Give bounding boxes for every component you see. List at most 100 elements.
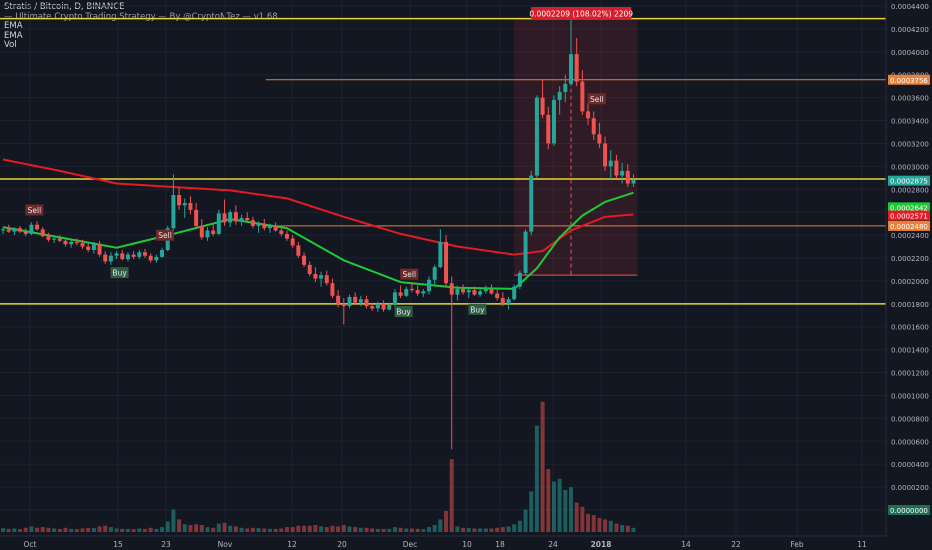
price-badge [888, 210, 930, 221]
volume-bar [500, 527, 505, 532]
candle-body [603, 143, 608, 167]
price-badge-text: 0.0002480 [890, 223, 928, 231]
candle-body [143, 252, 147, 256]
candle-body [262, 223, 267, 229]
time-tick-label: Nov [218, 540, 233, 549]
volume-bar [86, 527, 91, 532]
volume-bar [262, 528, 267, 532]
volume-bar [330, 525, 335, 532]
candle-body [483, 288, 488, 292]
time-tick-label: 2018 [591, 540, 612, 549]
volume-bar [398, 527, 403, 532]
volume-bar [256, 528, 261, 532]
volume-bar [409, 528, 414, 532]
candle-body [551, 99, 556, 144]
volume-bar [279, 528, 284, 532]
ema-slow-line [2, 158, 634, 256]
volume-bar [603, 519, 608, 532]
volume-bar [171, 509, 176, 532]
price-badge-text: 0.0002875 [890, 178, 928, 186]
legend-ema-fast[interactable]: EMA [4, 21, 23, 31]
candle-body [353, 296, 358, 303]
volume-bar [569, 487, 573, 532]
volume-bar [57, 528, 62, 532]
volume-bar [483, 528, 488, 532]
legend-symbol[interactable]: Stratis / Bitcoin, D, BINANCE [4, 2, 125, 12]
candle-body [455, 288, 460, 295]
price-axis[interactable] [886, 0, 932, 550]
price-badge-text: 0.0002642 [890, 204, 928, 212]
volume-bar [563, 490, 568, 532]
candle-body [12, 228, 17, 232]
volume-bar [182, 524, 187, 532]
volume-bar [427, 527, 431, 532]
volume-bar [319, 526, 324, 532]
candle-body [614, 160, 619, 176]
candle-body [97, 244, 102, 255]
candle-body [63, 240, 68, 245]
candle-body [591, 118, 596, 135]
volume-bar [551, 481, 556, 532]
candle-body [245, 217, 250, 221]
time-tick-label: 14 [681, 540, 691, 549]
sell-signal-box [156, 229, 175, 241]
candle-body [91, 244, 96, 250]
volume-bar [455, 526, 460, 532]
legend-ema-slow[interactable]: EMA [4, 30, 23, 41]
volume-bar [375, 528, 380, 532]
measure-label-text: 0.0002209 (108.02%) 2209 [529, 10, 633, 19]
price-tick-label: 0.0002000 [891, 278, 929, 286]
candle-body [404, 288, 409, 296]
candle-body [529, 175, 534, 232]
candle-body [557, 91, 562, 100]
volume-bar [517, 520, 522, 532]
sell-signal-box [587, 93, 606, 105]
volume-bar [364, 527, 369, 532]
candle-body [194, 209, 199, 226]
volume-bar [23, 527, 28, 532]
candle-body [358, 299, 363, 303]
volume-bar [91, 528, 96, 532]
volume-bar [103, 525, 108, 532]
time-tick-label: 15 [113, 540, 123, 549]
price-tick-label: 0.0002400 [891, 232, 929, 240]
price-tick-label: 0.0000200 [891, 484, 929, 492]
price-tick-label: 0.0003200 [891, 140, 929, 148]
volume-bar [188, 525, 193, 532]
legend-strategy[interactable]: — Ultimate Crypto Trading Strategy — By … [4, 11, 278, 22]
time-tick-label: Feb [790, 540, 804, 549]
price-tick-label: 0.0004000 [891, 49, 929, 57]
buy-signal-label: Buy [396, 308, 411, 317]
price-badge [888, 175, 930, 186]
time-tick-label: Oct [24, 540, 37, 549]
time-tick-label: 23 [161, 540, 171, 549]
candle-body [18, 228, 23, 232]
candle-body [608, 160, 613, 167]
volume-bar [557, 478, 562, 532]
volume-bar [574, 502, 579, 532]
volume-bar [143, 528, 147, 532]
volume-bar [432, 525, 437, 532]
candle-body [46, 236, 51, 240]
volume-bar [6, 528, 11, 532]
buy-signal-label: Buy [470, 305, 485, 314]
volume-bar [267, 528, 272, 532]
candle-body [472, 290, 477, 295]
legend-volume[interactable]: Vol [4, 40, 17, 50]
volume-bar [273, 528, 278, 532]
candle-body [381, 303, 386, 310]
volume-bar [415, 528, 420, 532]
candle-body [546, 114, 551, 144]
volume-bar [495, 527, 500, 532]
candle-body [341, 303, 346, 307]
volume-bar [341, 525, 346, 532]
candle-body [250, 220, 255, 226]
volume-bar [69, 528, 74, 532]
candle-body [438, 241, 443, 268]
volume-bar [211, 527, 216, 532]
volume-bar [392, 527, 397, 532]
volume-bar [353, 527, 358, 532]
volume-bar [540, 401, 545, 532]
volume-bar [239, 527, 244, 532]
